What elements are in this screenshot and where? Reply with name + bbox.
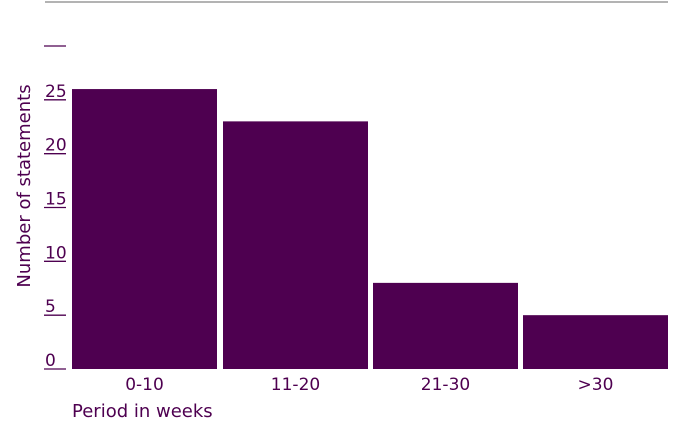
bar-11-20 [223, 121, 368, 369]
bars [72, 89, 668, 370]
y-tick-label: 15 [45, 190, 67, 210]
y-tick-label: 20 [45, 136, 67, 156]
y-tick-label: 10 [45, 243, 67, 263]
x-tick-label: >30 [578, 375, 614, 395]
x-tick-label: 11-20 [271, 375, 320, 395]
y-tick-label: 5 [45, 297, 56, 317]
bar-30 [523, 315, 668, 369]
x-tick-label: 0-10 [125, 375, 164, 395]
y-axis: 0 5 10 15 20 25 [44, 45, 67, 371]
y-axis-label: Number of statements [14, 84, 35, 287]
x-axis-label: Period in weeks [72, 401, 213, 422]
y-tick-label: 0 [45, 351, 56, 371]
bar-21-30 [373, 282, 518, 369]
x-axis: 0-10 11-20 21-30 >30 [125, 375, 613, 395]
bar-0-10 [72, 89, 217, 370]
y-tick-label: 25 [45, 82, 67, 102]
x-tick-label: 21-30 [421, 375, 470, 395]
